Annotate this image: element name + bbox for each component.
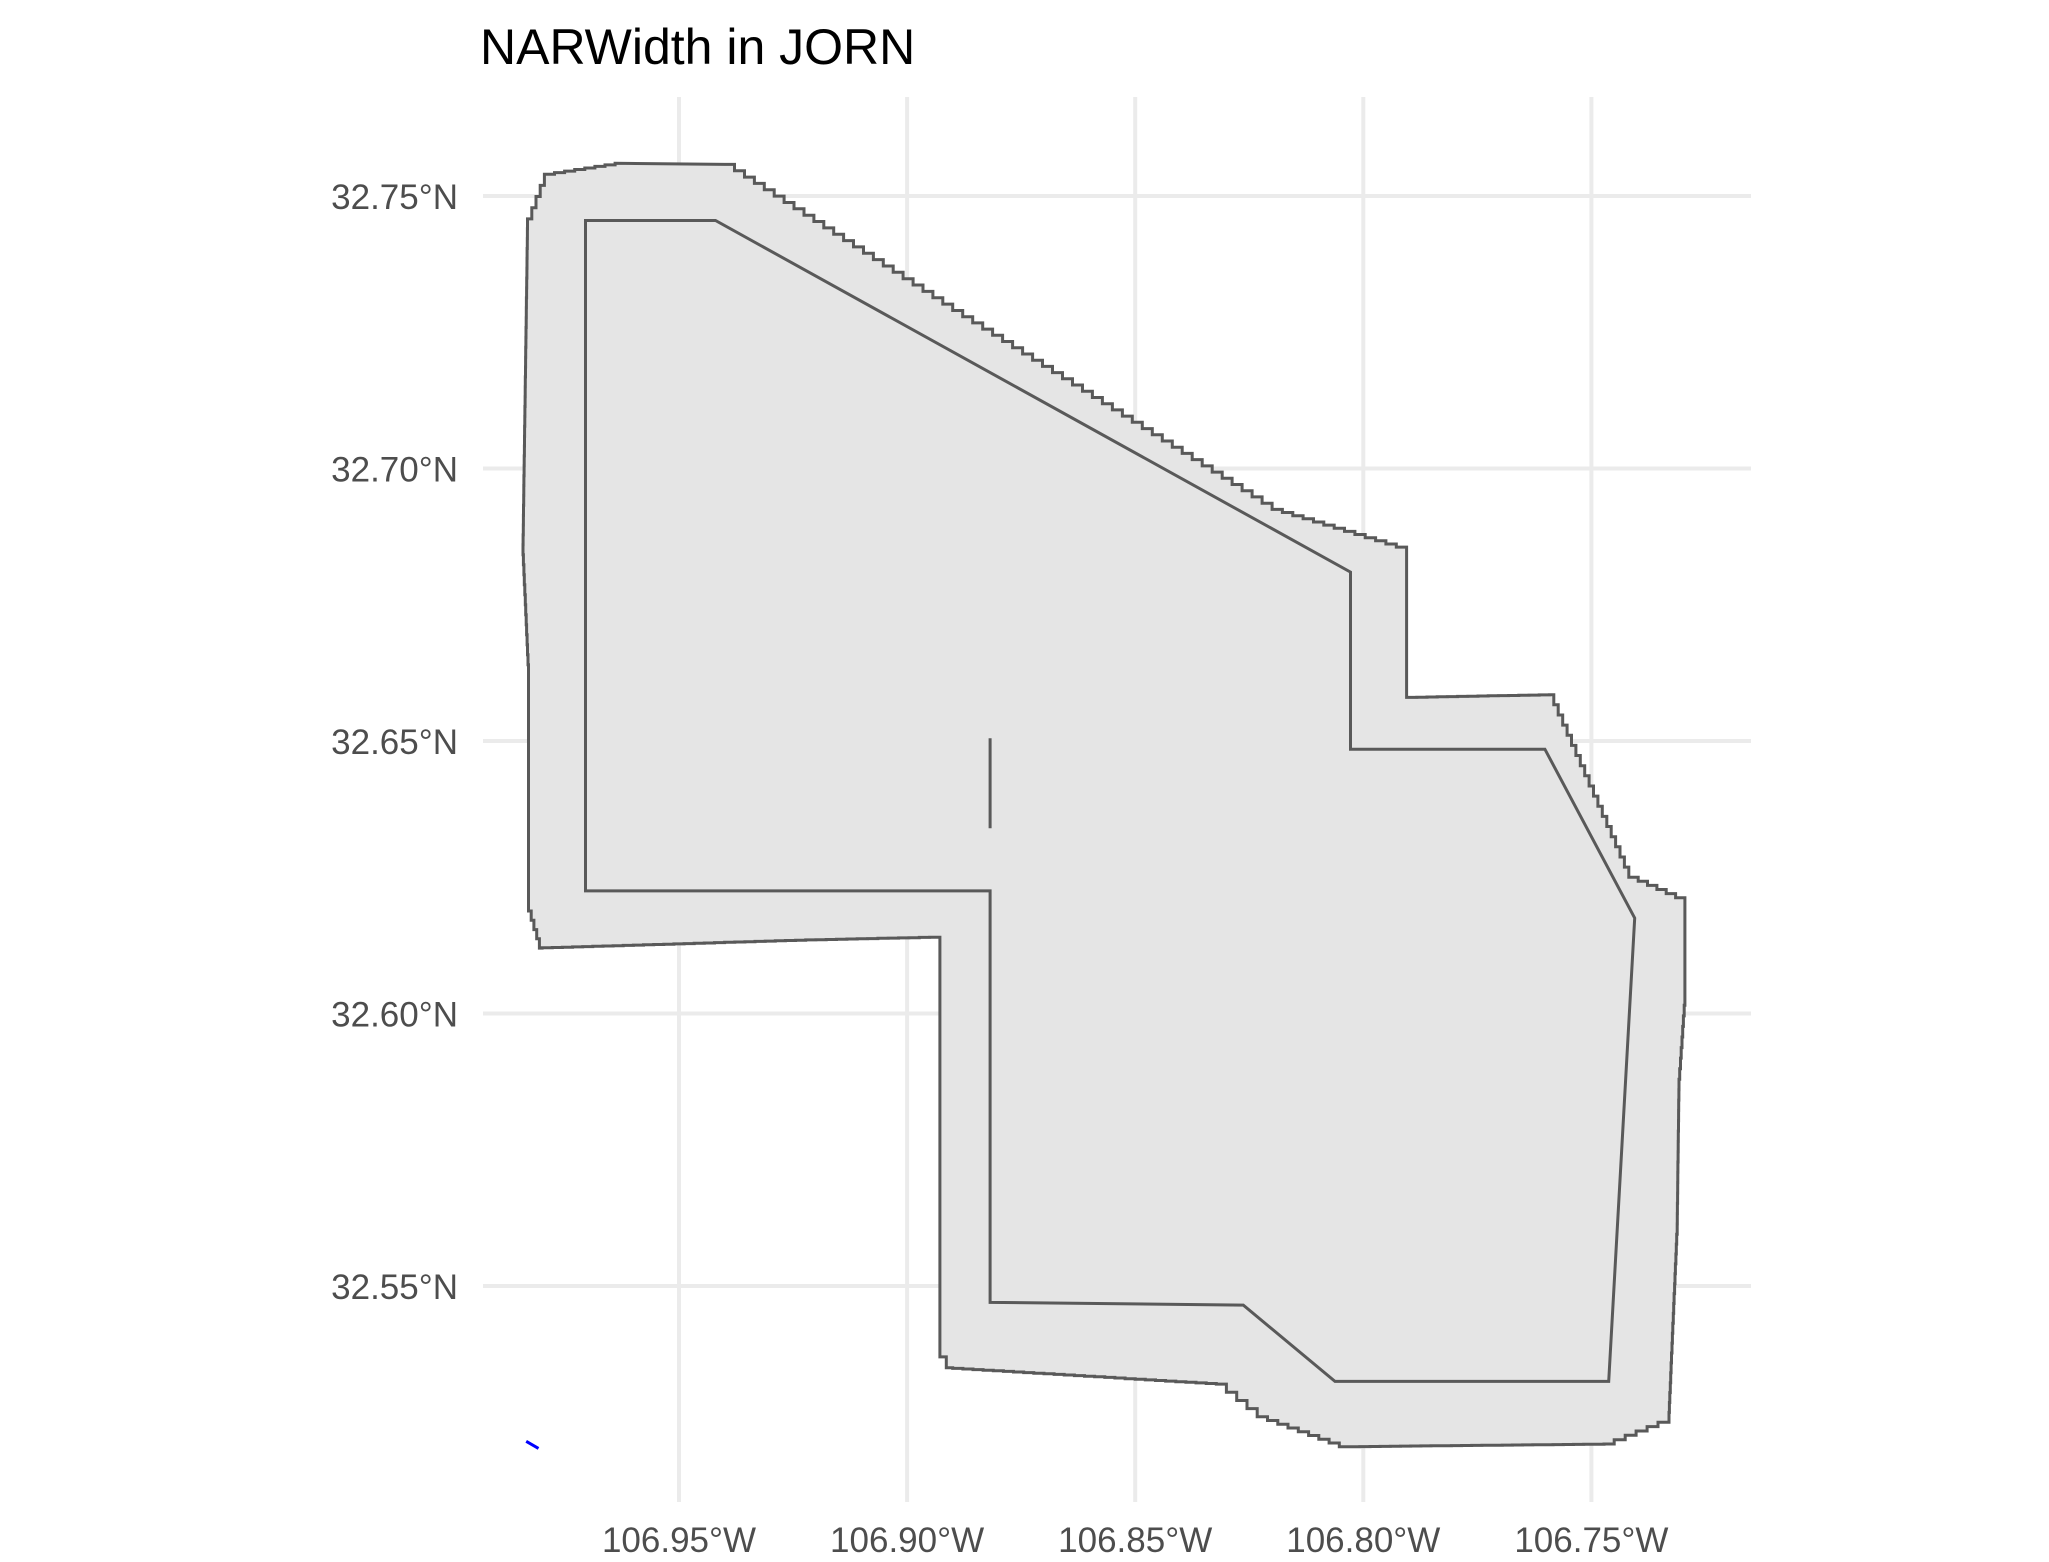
river-segment xyxy=(525,1440,540,1450)
y-tick-label: 32.60°N xyxy=(331,996,458,1035)
x-tick-label: 106.90°W xyxy=(830,1521,984,1560)
y-tick-label: 32.70°N xyxy=(331,451,458,490)
x-tick-label: 106.95°W xyxy=(602,1521,756,1560)
y-axis-tick-labels: 32.75°N 32.70°N 32.65°N 32.60°N 32.55°N xyxy=(331,178,458,1307)
buffer-polygon xyxy=(521,161,1687,1449)
y-tick-label: 32.65°N xyxy=(331,723,458,762)
y-tick-label: 32.55°N xyxy=(331,1268,458,1307)
x-tick-label: 106.75°W xyxy=(1514,1521,1668,1560)
x-tick-label: 106.85°W xyxy=(1058,1521,1212,1560)
x-tick-label: 106.80°W xyxy=(1286,1521,1440,1560)
map-layers xyxy=(521,161,1687,1450)
x-axis-tick-labels: 106.95°W 106.90°W 106.85°W 106.80°W 106.75°W xyxy=(602,1521,1668,1560)
y-tick-label: 32.75°N xyxy=(331,178,458,217)
map-title: NARWidth in JORN xyxy=(480,19,915,75)
site-boundary-polygon xyxy=(584,219,1637,1383)
